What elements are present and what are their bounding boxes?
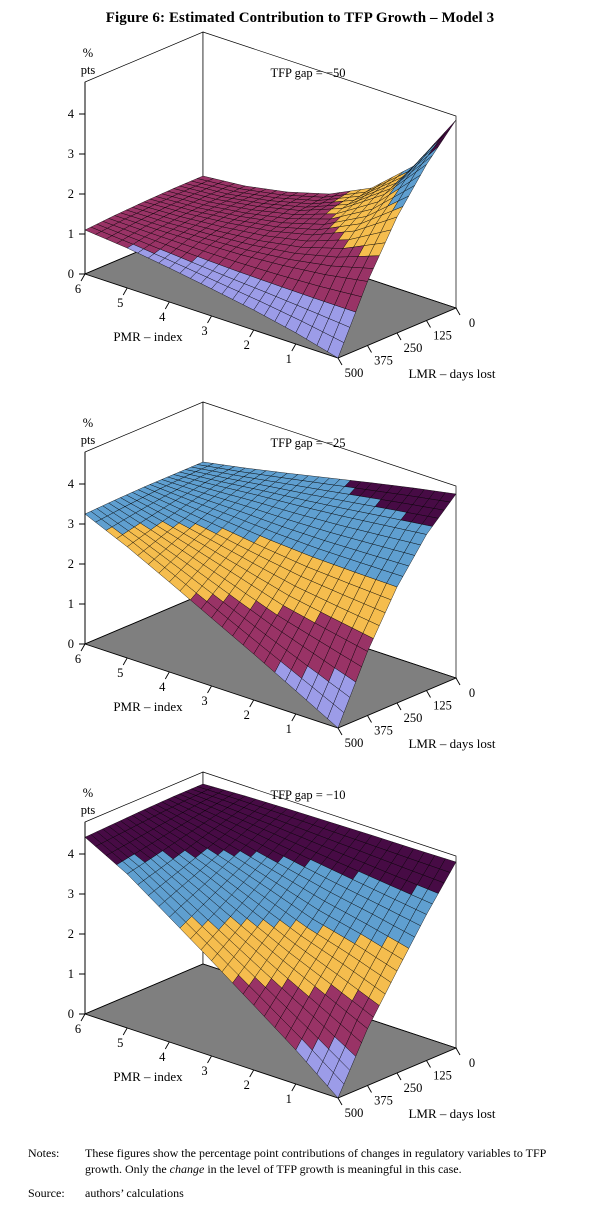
notes-text: These figures show the percentage point … bbox=[85, 1146, 574, 1177]
chart-panel-bottom: 0 1 2 3 4% pts 6 5 4 3 2 1 PMR – index 0 125 250 375 500 L… bbox=[0, 769, 600, 1139]
lmr-tick-label: 0 bbox=[469, 686, 475, 700]
pmr-axis: 6 5 4 3 2 1 PMR – index bbox=[75, 643, 297, 736]
lmr-tick-label: 500 bbox=[345, 1106, 364, 1120]
z-axis-tick-label: 4 bbox=[68, 847, 75, 861]
lmr-axis-title: LMR – days lost bbox=[408, 366, 495, 381]
notes-text-italic: change bbox=[169, 1161, 205, 1176]
z-axis: 0 1 2 3 4% pts bbox=[68, 416, 96, 651]
notes-row: Notes: These figures show the percentage… bbox=[28, 1146, 574, 1177]
surface-chart-tfp-gap-10: 0 1 2 3 4% pts 6 5 4 3 2 1 PMR – index 0 125 250 375 500 L… bbox=[68, 771, 496, 1121]
lmr-tick-label: 250 bbox=[404, 711, 423, 725]
pmr-tick-label: 4 bbox=[159, 1050, 166, 1064]
surface-mesh bbox=[84, 119, 457, 359]
pmr-tick-label: 3 bbox=[201, 694, 207, 708]
z-axis-unit-pts: pts bbox=[81, 433, 96, 447]
z-axis-unit-percent: % bbox=[83, 786, 93, 800]
pmr-tick-label: 1 bbox=[286, 352, 292, 366]
z-axis-unit-percent: % bbox=[83, 416, 93, 430]
notes-label: Notes: bbox=[28, 1146, 60, 1160]
pmr-tick-label: 1 bbox=[286, 1092, 292, 1106]
z-axis: 0 1 2 3 4% pts bbox=[68, 46, 96, 281]
pmr-tick-label: 5 bbox=[117, 666, 123, 680]
pmr-tick-label: 2 bbox=[244, 338, 250, 352]
pmr-tick-label: 6 bbox=[75, 1022, 81, 1036]
lmr-tick-label: 375 bbox=[374, 724, 393, 738]
source-row: Source: authors’ calculations bbox=[28, 1186, 574, 1202]
pmr-tick-label: 3 bbox=[201, 324, 207, 338]
pmr-tick-label: 5 bbox=[117, 296, 123, 310]
pmr-tick-label: 3 bbox=[201, 1064, 207, 1078]
tfp-gap-label: TFP gap = −25 bbox=[270, 436, 345, 450]
z-axis-unit-percent: % bbox=[83, 46, 93, 60]
chart-panel-top: 0 1 2 3 4% pts 6 5 4 3 2 1 PMR – index 0 125 250 375 500 L… bbox=[0, 29, 600, 399]
pmr-tick-label: 6 bbox=[75, 652, 81, 666]
z-axis-unit-pts: pts bbox=[81, 803, 96, 817]
source-text: authors’ calculations bbox=[85, 1186, 184, 1201]
lmr-axis-title: LMR – days lost bbox=[408, 1106, 495, 1121]
lmr-tick-label: 125 bbox=[433, 329, 452, 343]
lmr-tick-label: 250 bbox=[404, 341, 423, 355]
z-axis-tick-label: 0 bbox=[68, 267, 74, 281]
lmr-axis-title: LMR – days lost bbox=[408, 736, 495, 751]
z-axis-tick-label: 4 bbox=[68, 107, 75, 121]
source-label: Source: bbox=[28, 1186, 65, 1201]
z-axis-tick-label: 1 bbox=[68, 967, 74, 981]
pmr-tick-label: 5 bbox=[117, 1036, 123, 1050]
lmr-tick-label: 500 bbox=[345, 366, 364, 380]
z-axis-tick-label: 2 bbox=[68, 927, 74, 941]
pmr-tick-label: 1 bbox=[286, 722, 292, 736]
pmr-axis: 6 5 4 3 2 1 PMR – index bbox=[75, 273, 297, 366]
z-axis-tick-label: 0 bbox=[68, 637, 74, 651]
z-axis-tick-label: 3 bbox=[68, 517, 74, 531]
lmr-tick-label: 500 bbox=[345, 736, 364, 750]
z-axis-tick-label: 1 bbox=[68, 597, 74, 611]
tfp-gap-label: TFP gap = −50 bbox=[270, 66, 345, 80]
surface-mesh bbox=[84, 461, 457, 729]
lmr-tick-label: 375 bbox=[374, 354, 393, 368]
pmr-axis-title: PMR – index bbox=[113, 699, 183, 714]
z-axis-tick-label: 0 bbox=[68, 1007, 74, 1021]
z-axis-tick-label: 3 bbox=[68, 887, 74, 901]
z-axis-tick-label: 4 bbox=[68, 477, 75, 491]
lmr-tick-label: 375 bbox=[374, 1094, 393, 1108]
charts-container: 0 1 2 3 4% pts 6 5 4 3 2 1 PMR – index 0 125 250 375 500 L… bbox=[0, 29, 600, 1139]
pmr-axis-title: PMR – index bbox=[113, 1069, 183, 1084]
lmr-tick-label: 0 bbox=[469, 1056, 475, 1070]
lmr-tick-label: 0 bbox=[469, 316, 475, 330]
pmr-tick-label: 4 bbox=[159, 680, 166, 694]
lmr-tick-label: 125 bbox=[433, 699, 452, 713]
lmr-axis: 0 125 250 375 500 LMR – days lost bbox=[337, 1047, 496, 1121]
z-axis: 0 1 2 3 4% pts bbox=[68, 786, 96, 1021]
chart-panel-middle: 0 1 2 3 4% pts 6 5 4 3 2 1 PMR – index 0 125 250 375 500 L… bbox=[0, 399, 600, 769]
pmr-tick-label: 2 bbox=[244, 1078, 250, 1092]
surface-chart-tfp-gap-50: 0 1 2 3 4% pts 6 5 4 3 2 1 PMR – index 0 125 250 375 500 L… bbox=[68, 31, 496, 381]
surface-mesh bbox=[84, 783, 457, 1099]
tfp-gap-label: TFP gap = −10 bbox=[270, 788, 345, 802]
lmr-axis: 0 125 250 375 500 LMR – days lost bbox=[337, 677, 496, 751]
surface-chart-tfp-gap-25: 0 1 2 3 4% pts 6 5 4 3 2 1 PMR – index 0 125 250 375 500 L… bbox=[68, 401, 496, 751]
z-axis-tick-label: 1 bbox=[68, 227, 74, 241]
notes-text-part2: in the level of TFP growth is meaningful… bbox=[204, 1161, 462, 1176]
pmr-tick-label: 6 bbox=[75, 282, 81, 296]
notes-text-part1: These figures show the percentage point … bbox=[85, 1146, 546, 1176]
lmr-axis: 0 125 250 375 500 LMR – days lost bbox=[337, 307, 496, 381]
page-title: Figure 6: Estimated Contribution to TFP … bbox=[105, 10, 495, 26]
pmr-tick-label: 2 bbox=[244, 708, 250, 722]
z-axis-tick-label: 2 bbox=[68, 187, 74, 201]
z-axis-tick-label: 2 bbox=[68, 557, 74, 571]
pmr-tick-label: 4 bbox=[159, 310, 166, 324]
z-axis-unit-pts: pts bbox=[81, 63, 96, 77]
z-axis-tick-label: 3 bbox=[68, 147, 74, 161]
pmr-axis: 6 5 4 3 2 1 PMR – index bbox=[75, 1013, 297, 1106]
notes-block: Notes: These figures show the percentage… bbox=[0, 1139, 600, 1202]
pmr-axis-title: PMR – index bbox=[113, 329, 183, 344]
lmr-tick-label: 250 bbox=[404, 1081, 423, 1095]
lmr-tick-label: 125 bbox=[433, 1069, 452, 1083]
